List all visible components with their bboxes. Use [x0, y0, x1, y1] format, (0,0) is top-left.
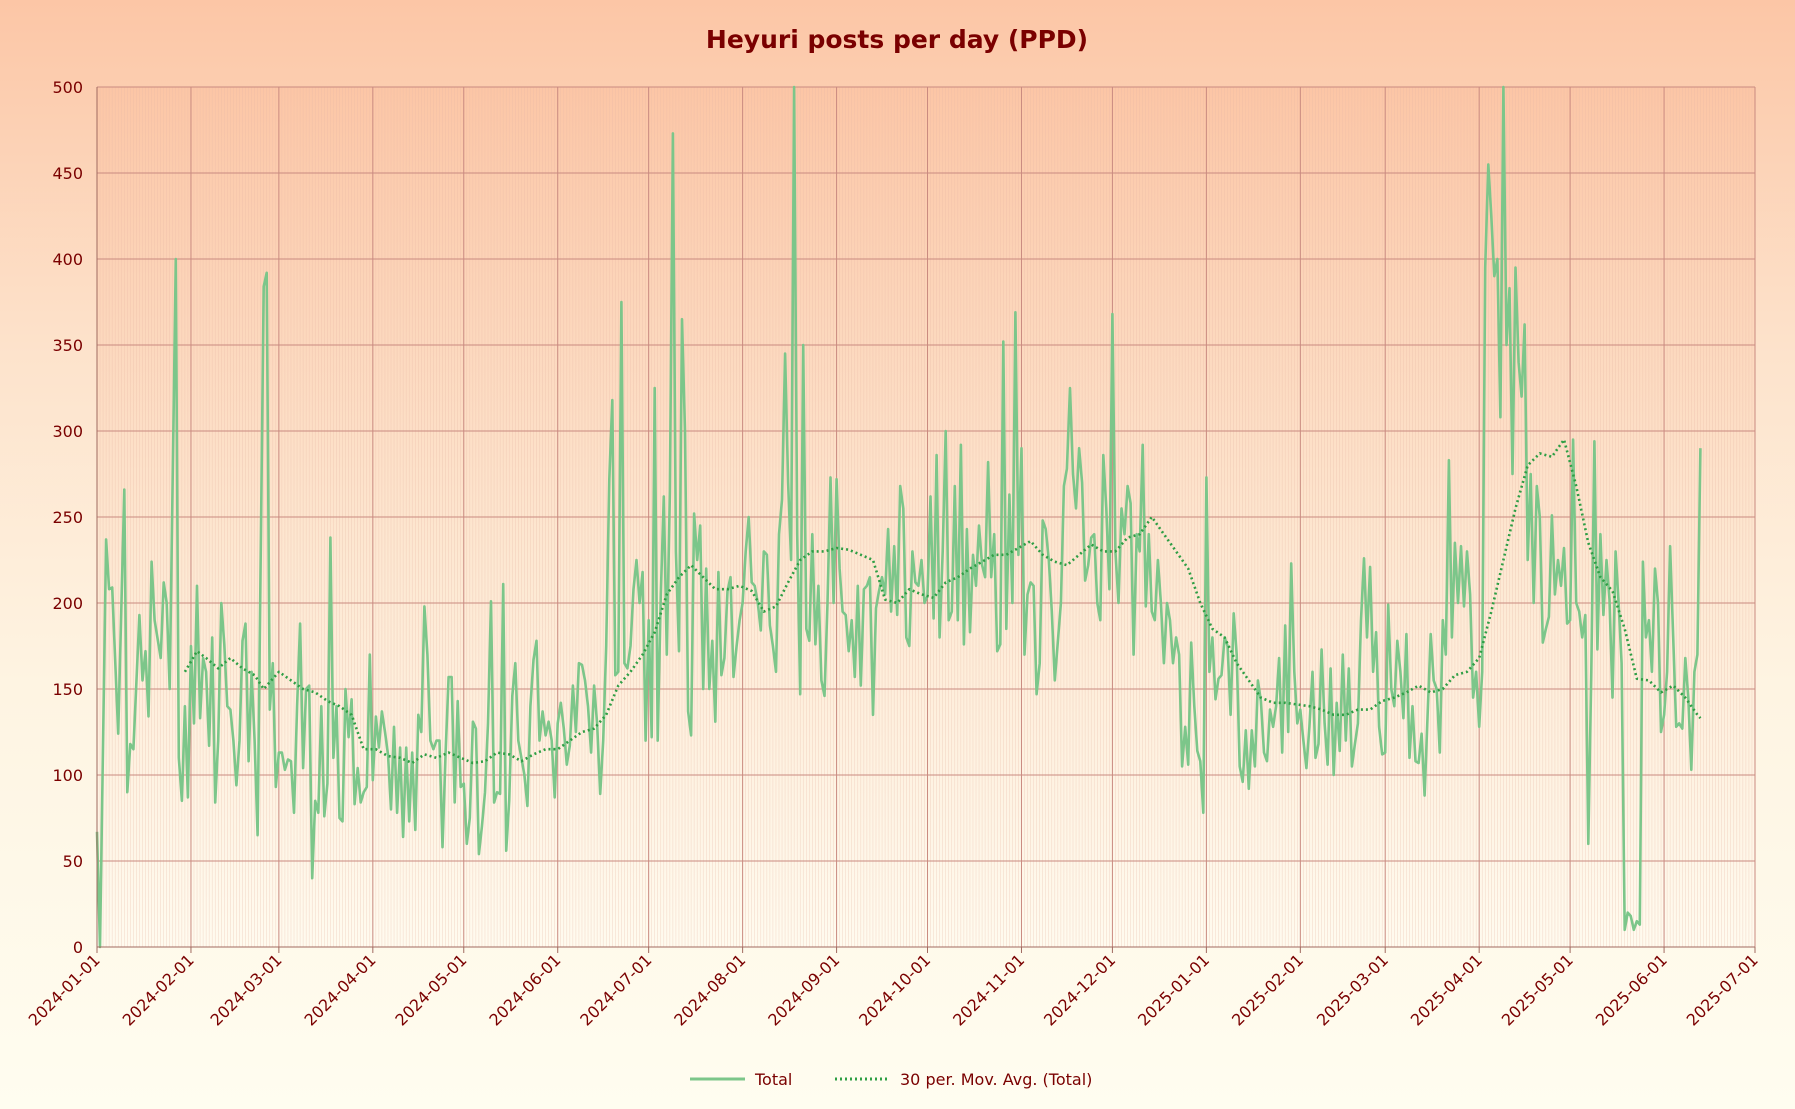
legend-label-total: Total [754, 1070, 792, 1089]
x-tick-label: 2024-06-01 [485, 950, 564, 1029]
major-grid [96, 86, 1756, 948]
x-tick-label: 2025-04-01 [1407, 950, 1486, 1029]
x-tick-label: 2025-07-01 [1683, 950, 1762, 1029]
legend-label-moving-avg: 30 per. Mov. Avg. (Total) [900, 1070, 1092, 1089]
x-tick-label: 2024-09-01 [764, 950, 843, 1029]
x-tick-label: 2025-03-01 [1313, 950, 1392, 1029]
y-tick-label: 250 [52, 508, 83, 527]
x-tick-label: 2024-02-01 [119, 950, 198, 1029]
x-tick-label: 2024-08-01 [670, 950, 749, 1029]
x-tick-label: 2024-12-01 [1040, 950, 1119, 1029]
y-tick-label: 450 [52, 164, 83, 183]
y-tick-label: 400 [52, 250, 83, 269]
y-tick-label: 50 [63, 852, 83, 871]
x-tick-label: 2024-04-01 [300, 950, 379, 1029]
y-tick-label: 150 [52, 680, 83, 699]
series-total-line [95, 85, 1702, 949]
x-tick-label: 2024-01-01 [25, 950, 104, 1029]
x-tick-label: 2024-10-01 [855, 950, 934, 1029]
series-layer [95, 85, 1702, 949]
y-tick-label: 200 [52, 594, 83, 613]
x-tick-label: 2025-01-01 [1134, 950, 1213, 1029]
series-moving-avg-line [183, 438, 1702, 765]
x-tick-label: 2025-02-01 [1228, 950, 1307, 1029]
x-tick-label: 2024-11-01 [949, 950, 1028, 1029]
x-tick-label: 2025-06-01 [1592, 950, 1671, 1029]
x-tick-label: 2025-05-01 [1498, 950, 1577, 1029]
chart-title: Heyuri posts per day (PPD) [706, 25, 1088, 54]
legend: Total 30 per. Mov. Avg. (Total) [690, 1070, 1092, 1089]
y-tick-label: 300 [52, 422, 83, 441]
x-tick-label: 2024-07-01 [576, 950, 655, 1029]
x-tick-label: 2024-05-01 [391, 950, 470, 1029]
x-tick-label: 2024-03-01 [207, 950, 286, 1029]
y-tick-label: 0 [73, 938, 83, 957]
y-tick-label: 350 [52, 336, 83, 355]
y-tick-label: 100 [52, 766, 83, 785]
y-tick-label: 500 [52, 78, 83, 97]
